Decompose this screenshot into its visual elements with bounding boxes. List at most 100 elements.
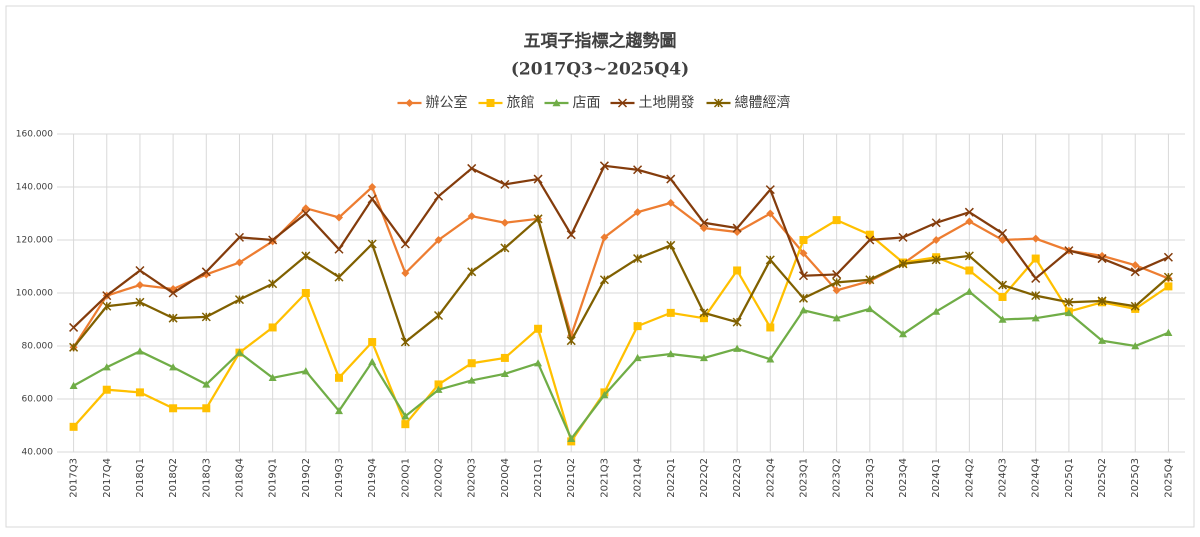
marker xyxy=(401,412,410,420)
marker xyxy=(235,258,244,267)
y-tick-label: 120.000 xyxy=(16,236,53,246)
marker xyxy=(400,239,410,249)
marker xyxy=(713,98,724,108)
marker xyxy=(102,363,111,371)
marker xyxy=(898,259,908,269)
x-tick-label: 2022Q3 xyxy=(732,458,743,498)
marker xyxy=(102,291,112,301)
marker xyxy=(367,194,377,204)
x-tick-label: 2023Q3 xyxy=(865,458,876,498)
marker xyxy=(633,254,643,264)
marker xyxy=(699,314,708,323)
marker xyxy=(500,369,509,378)
x-tick-label: 2022Q2 xyxy=(699,458,710,498)
marker xyxy=(998,315,1007,323)
x-tick-label: 2018Q3 xyxy=(201,458,212,498)
marker xyxy=(268,323,277,332)
marker xyxy=(467,267,477,277)
marker xyxy=(1064,308,1073,317)
y-tick-label: 80.000 xyxy=(22,342,54,352)
marker xyxy=(699,308,709,318)
marker xyxy=(1131,261,1140,270)
marker xyxy=(617,98,628,108)
marker xyxy=(1130,267,1140,277)
marker xyxy=(467,212,476,221)
marker xyxy=(301,289,310,297)
marker xyxy=(931,255,941,265)
marker xyxy=(467,163,477,173)
x-tick-label: 2024Q1 xyxy=(931,458,942,498)
marker xyxy=(201,312,211,322)
marker xyxy=(169,404,178,413)
marker xyxy=(964,207,974,217)
marker xyxy=(1031,254,1040,263)
marker xyxy=(500,243,510,253)
marker xyxy=(401,269,410,278)
legend-item: 總體經濟 xyxy=(706,94,791,111)
y-tick-label: 140.000 xyxy=(16,183,53,193)
x-tick-label: 2023Q4 xyxy=(898,458,909,498)
marker xyxy=(534,324,543,333)
marker xyxy=(899,330,907,338)
marker xyxy=(799,306,808,314)
marker xyxy=(1031,291,1041,301)
marker xyxy=(798,293,809,303)
marker xyxy=(335,213,343,222)
series-line xyxy=(72,164,1169,329)
marker xyxy=(301,208,311,219)
marker xyxy=(235,348,244,356)
marker xyxy=(1163,252,1173,262)
marker xyxy=(733,344,742,352)
marker xyxy=(1031,273,1041,283)
marker xyxy=(732,317,742,327)
marker xyxy=(268,235,278,245)
marker xyxy=(965,217,974,226)
marker xyxy=(552,99,561,107)
marker xyxy=(69,381,78,389)
x-tick-label: 2024Q2 xyxy=(964,458,975,498)
marker xyxy=(865,275,875,285)
marker xyxy=(997,228,1008,238)
marker xyxy=(1164,282,1173,291)
marker xyxy=(765,255,775,265)
marker xyxy=(434,380,443,389)
marker xyxy=(666,174,676,184)
marker xyxy=(898,232,908,242)
marker xyxy=(799,249,808,258)
chart-subtitle: (2017Q3~2025Q4) xyxy=(511,60,689,80)
marker xyxy=(169,363,178,371)
marker xyxy=(69,342,79,352)
x-tick-label: 2019Q1 xyxy=(268,458,279,498)
marker xyxy=(699,218,709,228)
legend-item: 土地開發 xyxy=(610,95,695,111)
x-tick-label: 2020Q2 xyxy=(434,458,445,498)
marker xyxy=(433,191,444,201)
x-tick-label: 2018Q4 xyxy=(234,458,245,498)
legend-item: 旅館 xyxy=(478,94,535,111)
marker xyxy=(1130,301,1140,311)
marker xyxy=(434,236,443,244)
marker xyxy=(334,244,344,254)
marker xyxy=(367,239,377,249)
marker xyxy=(467,376,476,384)
legend-label: 店面 xyxy=(573,95,601,111)
x-tick-label: 2021Q3 xyxy=(599,458,610,498)
marker xyxy=(368,357,377,366)
marker xyxy=(368,338,377,347)
legend-label: 辦公室 xyxy=(426,94,468,111)
marker xyxy=(633,208,642,217)
marker xyxy=(766,209,775,218)
marker xyxy=(268,373,277,381)
marker xyxy=(932,236,941,244)
marker xyxy=(533,174,543,184)
marker xyxy=(433,310,444,321)
marker xyxy=(1164,328,1173,336)
x-tick-label: 2018Q1 xyxy=(135,458,146,498)
marker xyxy=(566,230,576,240)
marker xyxy=(234,232,245,242)
x-tick-label: 2024Q4 xyxy=(1031,458,1042,498)
x-tick-label: 2020Q4 xyxy=(500,458,511,498)
marker xyxy=(1097,296,1107,306)
marker xyxy=(964,251,974,261)
